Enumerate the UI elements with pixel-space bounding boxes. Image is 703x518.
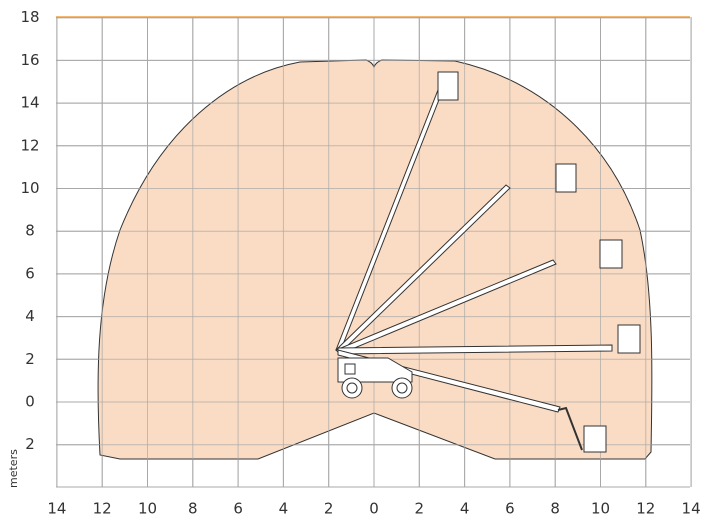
x-tick-label: 2 xyxy=(324,500,334,518)
hub xyxy=(396,382,408,394)
basket xyxy=(599,239,623,269)
x-tick-label: 6 xyxy=(505,500,515,518)
jib-low xyxy=(557,406,583,451)
x-tick-label: 2 xyxy=(415,500,425,518)
x-tick-label: 8 xyxy=(188,500,198,518)
y-tick-label: 16 xyxy=(20,51,39,69)
chassis xyxy=(337,357,413,383)
grid-overlay xyxy=(56,17,692,487)
y-tick-label: 2 xyxy=(25,350,35,368)
y-tick-label: 0 xyxy=(25,393,35,411)
y-tick-label: 6 xyxy=(25,264,35,282)
x-tick-label: 10 xyxy=(138,500,157,518)
basket xyxy=(583,425,607,453)
y-tick-label: 14 xyxy=(20,94,39,112)
y-tick-label: 4 xyxy=(25,307,35,325)
y-tick-label: 8 xyxy=(25,222,35,240)
x-tick-label: 14 xyxy=(47,500,66,518)
x-tick-label: 6 xyxy=(233,500,243,518)
cab xyxy=(344,363,356,375)
x-tick-label: 8 xyxy=(550,500,560,518)
x-tick-label: 4 xyxy=(460,500,470,518)
basket xyxy=(617,324,641,354)
booms xyxy=(335,71,641,453)
basket xyxy=(437,71,459,101)
y-tick-label: 10 xyxy=(20,179,39,197)
x-tick-label: 4 xyxy=(279,500,289,518)
x-tick-label: 10 xyxy=(591,500,610,518)
y-tick-label: 12 xyxy=(20,136,39,154)
y-tick-label: 2 xyxy=(25,435,35,453)
unit-label: meters xyxy=(7,449,20,488)
x-tick-label: 12 xyxy=(93,500,112,518)
basket xyxy=(555,163,577,193)
x-tick-label: 0 xyxy=(369,500,379,518)
hub xyxy=(346,382,358,394)
y-tick-label: 18 xyxy=(20,8,39,26)
x-tick-label: 12 xyxy=(636,500,655,518)
x-tick-label: 14 xyxy=(682,500,701,518)
